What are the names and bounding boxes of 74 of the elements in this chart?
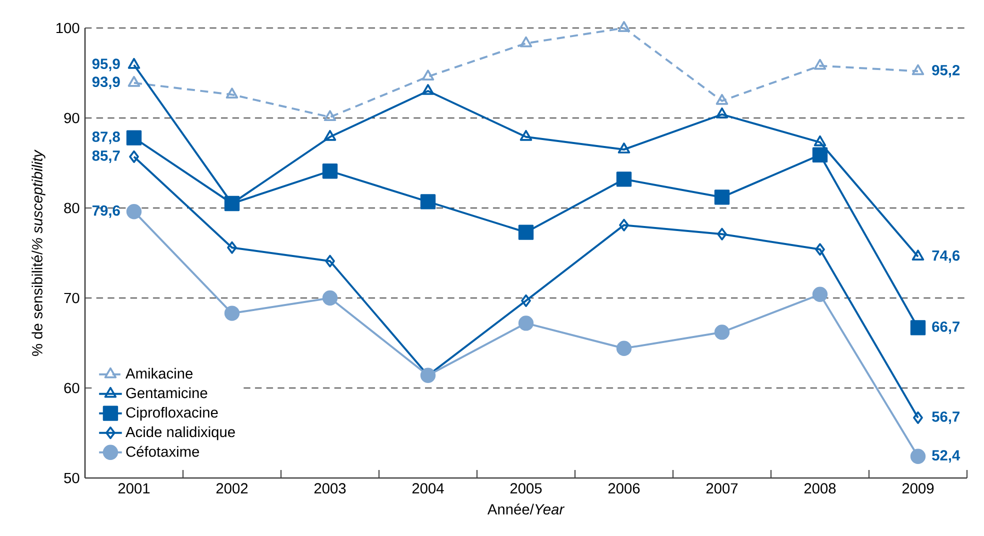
x-tick-label: 2001 <box>118 483 150 494</box>
x-tick-label: 2007 <box>706 483 738 494</box>
point <box>324 130 336 141</box>
point <box>717 228 727 240</box>
point <box>520 130 532 141</box>
point <box>324 110 336 122</box>
data-label: 95,2 <box>932 64 960 78</box>
point <box>616 340 632 356</box>
y-tick-label: 100 <box>56 22 80 34</box>
point <box>714 324 730 340</box>
point <box>619 218 629 232</box>
point <box>815 243 825 256</box>
legend-label: Amikacine <box>126 368 193 379</box>
point <box>716 107 728 118</box>
point <box>420 368 436 383</box>
point <box>912 250 924 261</box>
point <box>422 84 434 95</box>
x-tick-label: 2009 <box>902 483 934 494</box>
x-tick-label: 2008 <box>804 483 836 494</box>
point <box>322 290 338 306</box>
point <box>521 294 531 307</box>
y-tick-label: 90 <box>64 112 80 124</box>
point <box>422 70 434 81</box>
legend-label: Acide nalidixique <box>126 426 235 440</box>
point <box>128 58 140 69</box>
point <box>518 224 534 240</box>
point <box>420 194 436 210</box>
x-tick-label: 2003 <box>314 483 346 494</box>
point <box>518 316 534 331</box>
point <box>913 411 923 424</box>
point <box>910 320 926 336</box>
data-label: 85,7 <box>92 150 120 163</box>
point <box>224 306 240 321</box>
y-tick-label: 80 <box>64 202 80 214</box>
data-label: 66,7 <box>932 321 960 334</box>
point <box>616 172 632 187</box>
y-tick-label: 50 <box>64 472 80 484</box>
data-label: 79,6 <box>92 205 120 218</box>
point <box>227 241 237 254</box>
point <box>322 164 338 179</box>
data-label: 95,9 <box>92 58 120 72</box>
point <box>520 36 532 48</box>
x-tick-label: 2002 <box>216 483 248 494</box>
point <box>812 147 828 163</box>
point <box>325 254 335 268</box>
point <box>716 94 728 105</box>
y-tick-label: 70 <box>64 292 80 304</box>
data-label: 93,9 <box>92 76 120 90</box>
legend-label: Ciprofloxacine <box>126 406 218 421</box>
point <box>910 448 926 464</box>
point <box>618 142 630 154</box>
point <box>128 76 140 87</box>
point <box>814 58 826 70</box>
legend-label: Céfotaxime <box>126 446 200 457</box>
legend-label: Gentamicine <box>126 387 208 398</box>
data-label: 74,6 <box>932 250 960 263</box>
x-tick-label: 2005 <box>510 483 542 494</box>
point <box>812 286 828 302</box>
point <box>126 130 142 146</box>
x-tick-label: 2004 <box>412 483 444 494</box>
y-tick-label: 60 <box>64 382 80 394</box>
data-label: 56,7 <box>932 411 960 424</box>
y-axis-title: % de sensibilité/% susceptibility <box>32 150 46 356</box>
point <box>814 135 826 146</box>
point <box>912 64 924 76</box>
data-label: 52,4 <box>932 450 960 463</box>
x-axis-title: Année/Year <box>487 504 565 515</box>
point <box>618 21 630 32</box>
point <box>129 150 139 163</box>
x-tick-label: 2006 <box>608 483 640 494</box>
point <box>714 190 730 205</box>
point <box>226 88 238 99</box>
point <box>126 204 142 220</box>
data-label: 87,8 <box>92 132 120 144</box>
